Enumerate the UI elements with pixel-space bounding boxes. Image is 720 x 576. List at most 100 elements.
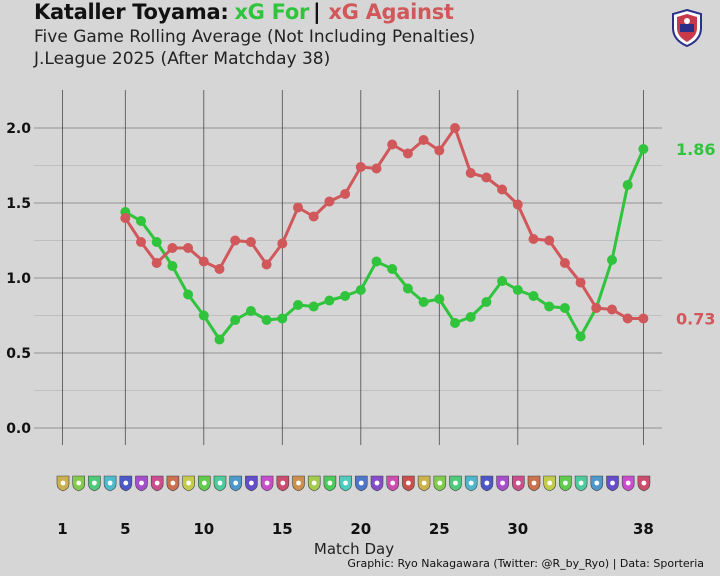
opponent-club-badge-icon — [355, 475, 368, 492]
xg-against-point — [293, 202, 303, 213]
xg-against-point — [261, 259, 272, 270]
xg-for-point — [465, 312, 476, 322]
x-axis-title: Match Day — [314, 540, 394, 558]
opponent-club-badge-icon — [182, 475, 195, 492]
opponent-club-badge-icon — [511, 475, 525, 492]
xg-for-point — [512, 285, 523, 295]
opponent-club-badge-icon — [559, 475, 572, 492]
title-separator: | — [313, 0, 321, 24]
xg-against-point — [387, 139, 398, 150]
chart-title: Kataller Toyama: xG For | xG Against — [34, 0, 454, 28]
xg-for-point — [277, 313, 288, 324]
xg-for-point — [450, 318, 460, 328]
opponent-club-badge-icon — [166, 475, 180, 492]
xg-for-point — [214, 334, 225, 345]
opponent-club-badge-icon — [307, 475, 321, 492]
y-tick-label: 0.5 — [6, 346, 31, 362]
xg-for-point — [559, 303, 570, 313]
xg-against-point — [183, 243, 194, 253]
x-tick-label: 5 — [120, 520, 130, 538]
xg-for-point — [355, 285, 366, 295]
xg-against-point — [340, 189, 351, 199]
xg-for-point — [607, 255, 617, 265]
opponent-club-badge-icon — [339, 475, 352, 492]
xg-for-point — [167, 261, 178, 271]
opponent-club-badge-icon — [464, 475, 478, 492]
xg-against-point — [402, 148, 413, 159]
y-tick-label: 1.5 — [6, 196, 31, 212]
opponent-club-badge-icon — [213, 475, 227, 492]
opponent-club-badge-icon — [229, 475, 242, 492]
opponent-club-badge-icon — [386, 475, 399, 492]
xg-against-point — [308, 211, 319, 222]
xg-against-point — [481, 172, 492, 183]
xg-for-point — [387, 264, 398, 274]
xg-against-point — [607, 304, 617, 315]
xg-against-point — [559, 258, 570, 268]
xg-against-point — [136, 237, 146, 247]
opponent-club-badge-icon — [417, 475, 431, 492]
chart-season-label: J.League 2025 (After Matchday 38) — [34, 49, 331, 69]
xg-against-point — [167, 243, 178, 253]
kataller-toyama-crest-icon — [672, 8, 702, 48]
xg-for-point — [183, 289, 194, 300]
opponent-club-badge-icon — [292, 475, 305, 492]
title-xg-against: xG Against — [328, 0, 454, 24]
opponent-club-badge-icon — [260, 475, 274, 492]
xg-for-point — [293, 300, 303, 310]
opponent-club-badge-icon — [480, 475, 494, 492]
opponent-club-badge-icon — [402, 475, 415, 492]
xg-against-point — [575, 277, 586, 288]
x-tick-label: 25 — [429, 520, 450, 538]
x-tick-label: 20 — [350, 520, 371, 538]
xg-for-point — [261, 315, 272, 325]
y-tick-label: 2.0 — [6, 121, 31, 137]
xg-for-point — [198, 310, 209, 321]
xg-against-point — [622, 313, 633, 324]
xg-against-point — [245, 237, 256, 247]
opponent-club-badge-icon — [150, 475, 164, 492]
xg-against-line — [123, 126, 645, 320]
xg-against-point — [214, 264, 225, 274]
opponent-club-badge-icon — [88, 475, 101, 492]
xg-against-point — [198, 256, 209, 267]
footer-credit: Graphic: Ryo Nakagawara (Twitter: @R_by_… — [347, 557, 704, 570]
opponent-club-badge-icon — [449, 475, 462, 492]
xg-against-point — [465, 168, 476, 178]
x-tick-label: 15 — [272, 520, 293, 538]
xg-for-point — [402, 283, 413, 294]
x-tick-label: 10 — [193, 520, 214, 538]
xg-against-point — [324, 196, 335, 207]
x-tick-label: 1 — [57, 520, 67, 538]
xg-against-point — [434, 145, 445, 156]
xg-against-point — [591, 303, 602, 313]
xg-against-point — [230, 235, 241, 246]
xg-against-point — [418, 135, 429, 145]
xg-for-point — [528, 291, 539, 301]
xg-for-point — [497, 276, 508, 286]
xg-for-line — [123, 147, 645, 341]
xg-against-point — [151, 258, 162, 268]
x-tick-label: 30 — [507, 520, 528, 538]
opponent-club-badge-icon — [496, 475, 509, 492]
xg-against-point — [512, 199, 523, 210]
y-tick-label: 1.0 — [6, 271, 31, 287]
opponent-club-badge-icon — [527, 475, 541, 492]
xg-against-point — [544, 235, 555, 246]
opponent-club-badge-icon — [72, 475, 85, 492]
opponent-club-badge-icon — [606, 475, 619, 492]
xg-for-point — [340, 291, 351, 301]
opponent-club-badge-icon — [574, 475, 588, 492]
xg-against-point — [277, 238, 288, 249]
title-team-name: Kataller Toyama: — [34, 0, 229, 24]
xg-against-point — [528, 234, 539, 244]
x-tick-label: 38 — [633, 520, 654, 538]
xg-for-point — [324, 295, 335, 306]
opponent-club-badge-icon — [543, 475, 556, 492]
xg-against-point — [450, 123, 460, 133]
opponent-club-badge-icon — [198, 475, 211, 492]
opponent-club-badge-icon — [245, 475, 258, 492]
xg-for-point — [230, 315, 241, 325]
opponent-club-badge-icon — [370, 475, 384, 492]
